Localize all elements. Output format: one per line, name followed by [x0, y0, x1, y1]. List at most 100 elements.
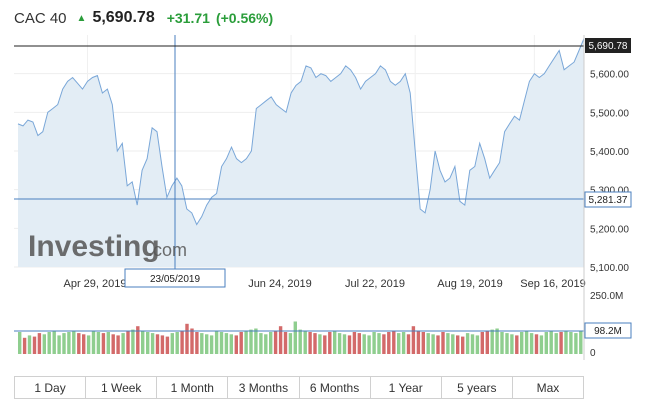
volume-bar — [264, 334, 268, 354]
y-tick-label: 5,400.00 — [590, 147, 629, 158]
y-tick-label: 5,200.00 — [590, 224, 629, 235]
volume-bar — [367, 335, 371, 354]
range-button-6-months[interactable]: 6 Months — [300, 377, 371, 398]
range-button-1-month[interactable]: 1 Month — [157, 377, 229, 398]
last-price: 5,690.78 — [92, 9, 155, 26]
volume-bar — [86, 335, 91, 354]
volume-bar — [387, 332, 391, 354]
volume-bar — [62, 333, 66, 354]
volume-bar — [47, 332, 51, 354]
volume-bar — [323, 335, 327, 354]
price-change-percent: (+0.56%) — [215, 10, 274, 26]
volume-bar — [328, 332, 332, 354]
x-tick-label: Apr 29, 2019 — [64, 278, 127, 290]
price-chart[interactable]: Investing .com 5,600.005,500.005,400.005… — [0, 0, 661, 370]
volume-bar — [544, 332, 548, 354]
volume-bar — [150, 333, 155, 354]
range-button-max[interactable]: Max — [536, 380, 560, 395]
volume-bar — [214, 330, 219, 354]
volume-bar — [377, 333, 381, 354]
volume-bar — [485, 330, 489, 354]
volume-bar — [111, 334, 115, 354]
volume-bar — [82, 334, 86, 354]
volume-bar — [146, 332, 150, 354]
range-selector: 1 Day 1 Week 1 Month 3 Months 6 Months 1 Year… — [14, 376, 584, 399]
volume-bar — [505, 333, 509, 354]
volume-bar — [456, 335, 460, 354]
volume-bar — [539, 335, 544, 354]
y-axis-labels: 5,600.00 5,500.00 5,400.00 5,300.00 5,200.00… — [590, 70, 629, 274]
volume-bar — [382, 334, 386, 354]
x-tick-label: Jul 22, 2019 — [345, 278, 405, 290]
volume-bar — [549, 330, 553, 354]
range-button-1-week[interactable]: 1 Week — [86, 377, 158, 398]
volume-bar — [121, 333, 125, 354]
volume-bar — [91, 330, 96, 354]
quote-header: CAC 40 ▲ 5,690.78 +31.71 (+0.56%) — [14, 6, 273, 30]
volume-bar — [57, 335, 61, 354]
volume-bar — [515, 335, 519, 354]
range-button-5-years[interactable]: 5 years — [442, 377, 513, 398]
volume-bar — [239, 332, 243, 354]
volume-bar — [446, 333, 450, 354]
volume-bar — [200, 333, 204, 354]
volume-bar — [411, 326, 416, 354]
up-arrow-icon: ▲ — [76, 12, 87, 24]
volume-bar — [574, 333, 578, 354]
volume-bar — [397, 333, 401, 354]
y-tick-label: 5,500.00 — [590, 108, 629, 119]
volume-bar — [475, 335, 480, 354]
volume-current-box — [584, 322, 632, 339]
volume-bar — [470, 334, 475, 354]
crosshair-date-label: 23/05/2019 — [150, 274, 200, 285]
volume-bar — [77, 333, 81, 354]
volume-bar — [126, 330, 130, 354]
last-price-box — [585, 38, 631, 53]
volume-bar — [72, 330, 76, 354]
volume-bar — [406, 334, 411, 354]
volume-bar — [431, 334, 435, 354]
volume-bar — [116, 335, 120, 354]
volume-bar — [441, 332, 445, 354]
watermark-suffix: .com — [148, 240, 187, 260]
volume-bar — [333, 330, 337, 354]
volume-bar — [421, 332, 425, 354]
volume-bar — [195, 332, 199, 354]
y-tick-label: 5,300.00 — [590, 186, 629, 197]
volume-bar — [224, 333, 229, 354]
volume-bar — [229, 334, 233, 354]
volume-bar — [170, 333, 174, 354]
volume-bar — [564, 330, 568, 354]
range-button-1-year[interactable]: 1 Year — [371, 377, 442, 398]
range-button-3-months[interactable]: 3 Months — [228, 377, 300, 398]
range-button-1-day[interactable]: 1 Day — [15, 377, 87, 398]
volume-bar — [185, 323, 189, 354]
volume-bar — [273, 330, 278, 354]
volume-bar — [401, 332, 406, 354]
x-tick-label: Jun 24, 2019 — [248, 278, 312, 290]
x-tick-label: Aug 19, 2019 — [437, 278, 502, 290]
volume-bar — [500, 332, 504, 354]
volume-bar — [259, 333, 263, 354]
volume-current-label: 98.2M — [594, 326, 622, 337]
price-area — [18, 38, 584, 267]
volume-bar — [342, 334, 347, 354]
x-tick-label: Sep 16, 2019 — [520, 278, 585, 290]
volume-bar — [27, 335, 32, 354]
volume-bar — [529, 333, 534, 354]
volume-bar — [524, 330, 529, 354]
last-price-label: 5,690.78 — [589, 41, 628, 52]
volume-bar — [190, 328, 194, 354]
volume-bar — [534, 334, 539, 354]
volume-bar — [510, 334, 514, 354]
volume-bar — [136, 326, 140, 354]
volume-bar — [451, 334, 455, 354]
volume-bar — [480, 332, 484, 354]
volume-bar — [490, 329, 494, 354]
volume-bar — [520, 332, 524, 354]
volume-bar — [372, 332, 376, 354]
volume-bar — [426, 333, 430, 354]
volume-bar — [559, 332, 563, 354]
volume-bar — [579, 331, 583, 354]
volume-bottom-label: 0 — [590, 348, 596, 359]
